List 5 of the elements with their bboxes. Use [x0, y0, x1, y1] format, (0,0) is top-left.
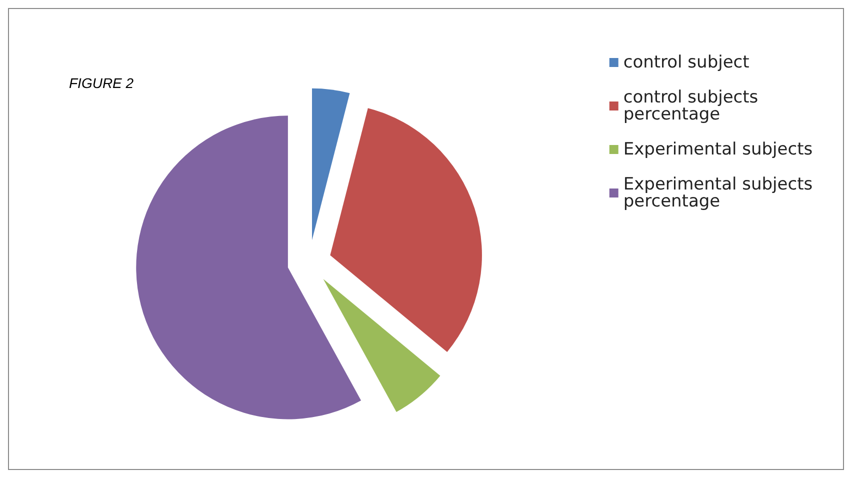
text: FIGURE 2	[69, 75, 134, 91]
legend-label: control subject	[623, 52, 750, 72]
legend-label: Experimental subjects percentage	[623, 174, 818, 212]
legend-label: Experimental subjects	[623, 140, 813, 160]
legend-label: control subjects percentage	[623, 88, 764, 124]
